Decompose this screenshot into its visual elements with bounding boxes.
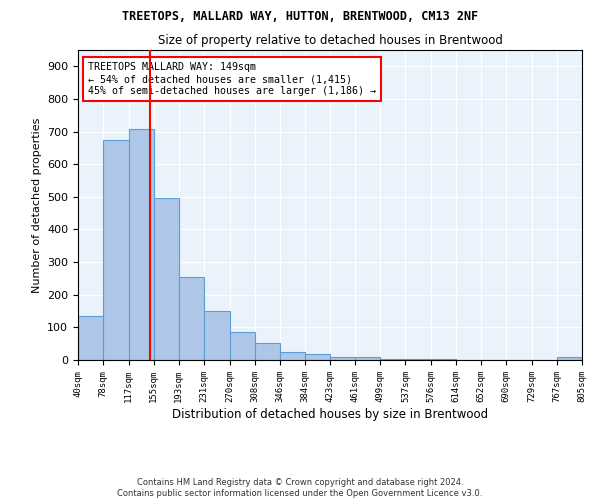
Bar bbox=[305, 354, 331, 360]
Title: Size of property relative to detached houses in Brentwood: Size of property relative to detached ho… bbox=[158, 34, 502, 48]
Text: TREETOPS, MALLARD WAY, HUTTON, BRENTWOOD, CM13 2NF: TREETOPS, MALLARD WAY, HUTTON, BRENTWOOD… bbox=[122, 10, 478, 23]
Bar bbox=[254, 343, 280, 360]
Bar bbox=[355, 358, 380, 360]
Bar bbox=[230, 332, 254, 360]
Y-axis label: Number of detached properties: Number of detached properties bbox=[32, 118, 41, 292]
Text: Contains HM Land Registry data © Crown copyright and database right 2024.
Contai: Contains HM Land Registry data © Crown c… bbox=[118, 478, 482, 498]
Bar bbox=[431, 359, 456, 360]
Bar bbox=[129, 130, 154, 360]
Bar bbox=[179, 277, 204, 360]
Text: TREETOPS MALLARD WAY: 149sqm
← 54% of detached houses are smaller (1,415)
45% of: TREETOPS MALLARD WAY: 149sqm ← 54% of de… bbox=[88, 62, 376, 96]
Bar bbox=[557, 358, 582, 360]
Bar bbox=[154, 198, 179, 360]
Bar bbox=[204, 311, 230, 360]
Bar bbox=[78, 316, 103, 360]
Bar bbox=[331, 356, 355, 360]
Bar bbox=[103, 140, 129, 360]
Bar bbox=[280, 352, 305, 360]
X-axis label: Distribution of detached houses by size in Brentwood: Distribution of detached houses by size … bbox=[172, 408, 488, 420]
